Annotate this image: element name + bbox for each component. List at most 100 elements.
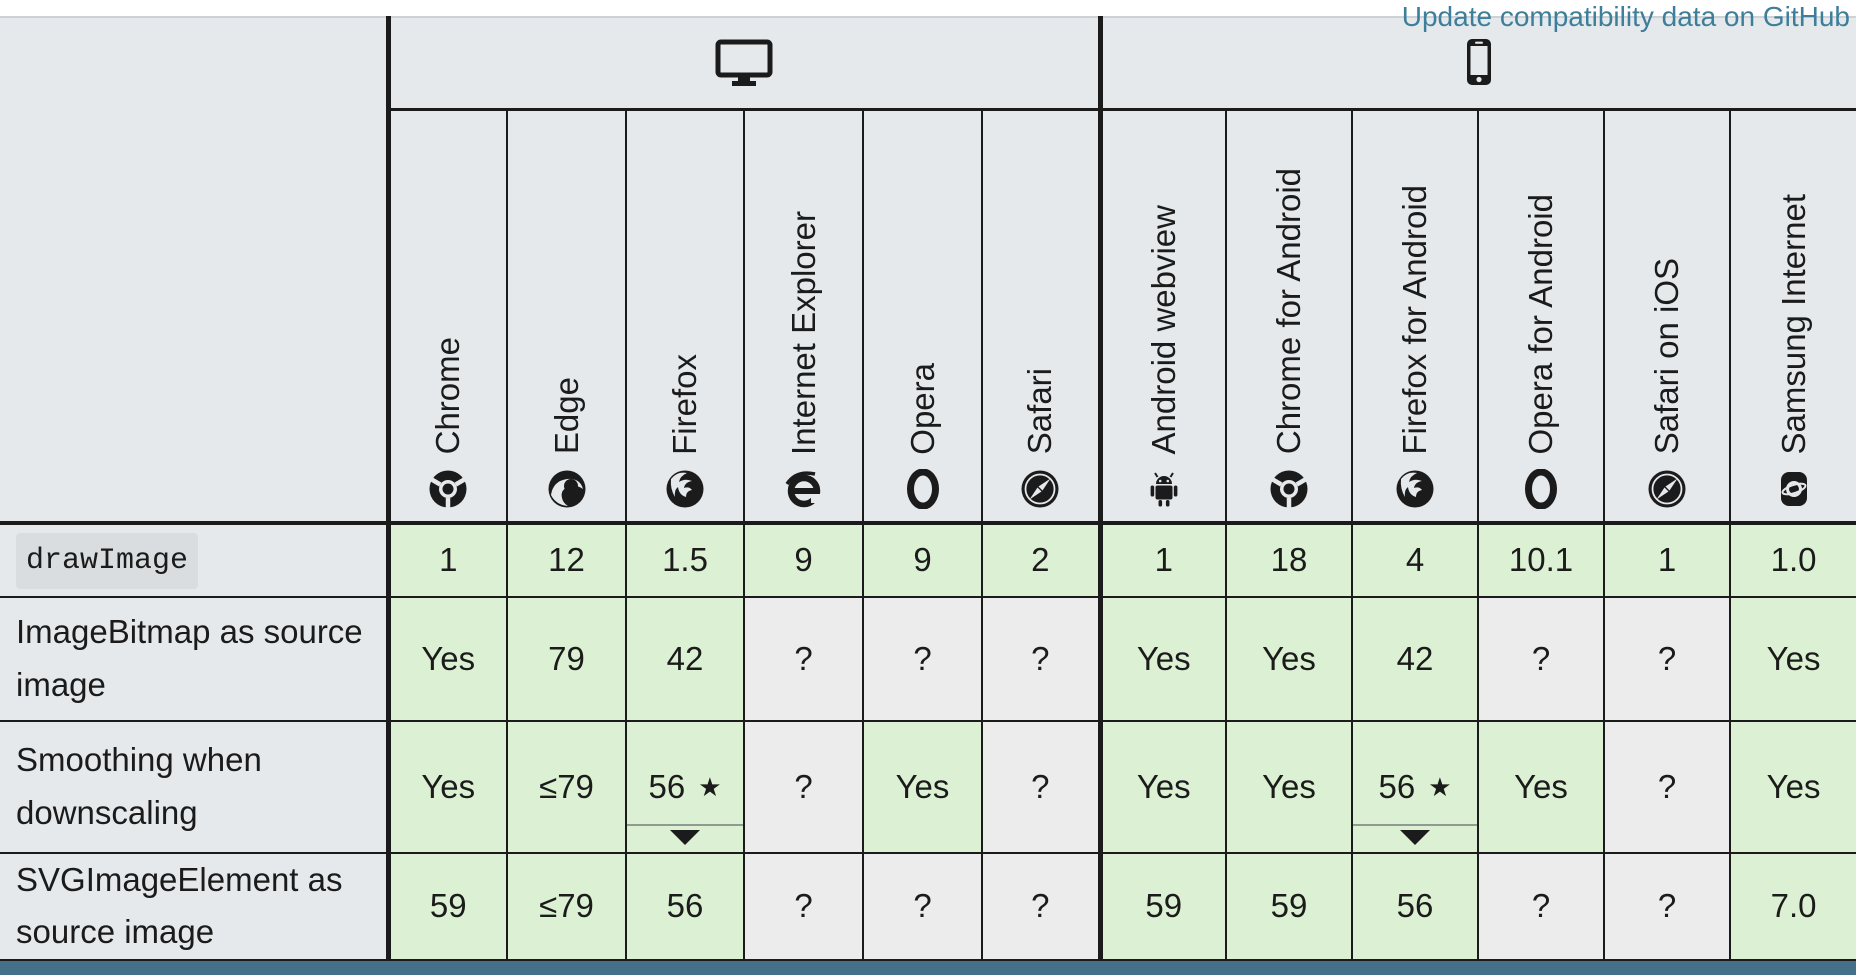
- cell-value: 56: [1378, 767, 1416, 805]
- compat-cell: 1: [1603, 522, 1730, 598]
- ie-icon: [785, 470, 822, 507]
- bottom-accent-bar: [0, 961, 1856, 976]
- compat-cell: ?: [981, 852, 1100, 962]
- compat-cell: Yes: [1097, 720, 1226, 854]
- browser-column-opera: Opera: [862, 109, 982, 525]
- note-toggle-icon: [1400, 829, 1430, 845]
- compat-cell: Yes: [1477, 720, 1604, 854]
- compat-cell: 18: [1225, 522, 1352, 598]
- compat-cell: Yes: [1728, 596, 1856, 722]
- browser-column-safari: Safari: [981, 109, 1100, 525]
- browser-column-firefox-android: Firefox for Android: [1351, 109, 1478, 525]
- compat-cell: 56: [1351, 852, 1478, 962]
- browser-label: Chrome for Android: [1270, 168, 1307, 455]
- feature-row-header: ImageBitmap as source image: [0, 596, 391, 722]
- browser-column-opera-android: Opera for Android: [1477, 109, 1604, 525]
- desktop-group-header: [388, 17, 1100, 111]
- compat-cell: ?: [1477, 596, 1604, 722]
- compat-cell: 7.0: [1728, 852, 1856, 962]
- android-webview-icon: [1150, 471, 1178, 506]
- compat-cell: 12: [506, 522, 626, 598]
- browser-label: Safari on iOS: [1648, 258, 1685, 455]
- compat-cell: ?: [862, 852, 982, 962]
- browser-label: Firefox for Android: [1396, 184, 1433, 455]
- browser-column-chrome: Chrome: [387, 109, 507, 525]
- firefox-android-icon: [1396, 470, 1434, 507]
- compat-cell: ?: [981, 720, 1100, 854]
- compat-cell: ?: [862, 596, 982, 722]
- safari-icon: [1021, 470, 1059, 507]
- browser-column-chrome-android: Chrome for Android: [1225, 109, 1352, 525]
- chrome-android-icon: [1269, 470, 1309, 507]
- compat-cell-with-note[interactable]: 56 ★: [625, 720, 744, 854]
- browser-label: Internet Explorer: [784, 210, 822, 455]
- note-divider: [1353, 823, 1477, 826]
- browser-column-samsung-internet: Samsung Internet: [1728, 109, 1856, 525]
- browser-column-safari-ios: Safari on iOS: [1603, 109, 1730, 525]
- table-row: ImageBitmap as source image Yes 79 42 ? …: [0, 596, 1856, 722]
- compat-cell: ?: [743, 720, 863, 854]
- compat-cell: Yes: [1097, 596, 1226, 722]
- compat-cell: 1: [1097, 522, 1226, 598]
- compat-cell: Yes: [387, 720, 507, 854]
- chrome-icon: [429, 470, 468, 507]
- cell-value: 56: [648, 767, 686, 805]
- edge-icon: [548, 470, 585, 507]
- corner-cell: [0, 17, 391, 525]
- compat-cell: ?: [1477, 852, 1604, 962]
- table-row: drawImage 1 12 1.5 9 9 2 1 18 4 10.1 1 1…: [0, 522, 1856, 598]
- opera-android-icon: [1525, 468, 1557, 509]
- compat-cell: 59: [1097, 852, 1226, 962]
- compat-cell: ≤79: [506, 720, 626, 854]
- compat-cell: 59: [1225, 852, 1352, 962]
- feature-row-header: SVGImageElement as source image: [0, 852, 391, 962]
- compat-cell: 42: [625, 596, 744, 722]
- compat-cell: Yes: [1225, 720, 1352, 854]
- compat-cell: 9: [743, 522, 863, 598]
- compat-cell: 2: [981, 522, 1100, 598]
- compat-cell: ≤79: [506, 852, 626, 962]
- compat-cell-with-note[interactable]: 56 ★: [1351, 720, 1478, 854]
- note-star-icon: ★: [1428, 771, 1452, 802]
- compat-cell: 56: [625, 852, 744, 962]
- browser-label: Safari: [1021, 368, 1059, 455]
- compat-cell: 9: [862, 522, 982, 598]
- browser-label: Samsung Internet: [1774, 194, 1812, 455]
- compat-cell: Yes: [1225, 596, 1352, 722]
- feature-row-header: drawImage: [0, 522, 391, 598]
- compat-cell: ?: [1603, 852, 1730, 962]
- table-row: Smoothing when downscaling Yes ≤79 56 ★ ?…: [0, 720, 1856, 854]
- compat-cell: 1.5: [625, 522, 744, 598]
- update-compat-link[interactable]: Update compatibility data on GitHub: [1401, 1, 1850, 32]
- compat-cell: 1: [387, 522, 507, 598]
- samsung-internet-icon: [1780, 471, 1807, 506]
- table-row: SVGImageElement as source image 59 ≤79 5…: [0, 852, 1856, 962]
- compat-cell: Yes: [1728, 720, 1856, 854]
- browser-label: Edge: [547, 377, 585, 455]
- compat-cell: ?: [743, 852, 863, 962]
- compat-cell: ?: [1603, 596, 1730, 722]
- browser-column-ie: Internet Explorer: [743, 109, 863, 525]
- compat-cell: 10.1: [1477, 522, 1604, 598]
- feature-row-header: Smoothing when downscaling: [0, 720, 391, 854]
- compat-table: Chrome Edge: [0, 16, 1856, 962]
- firefox-icon: [666, 470, 704, 507]
- compat-cell: 79: [506, 596, 626, 722]
- note-toggle-icon: [670, 829, 700, 845]
- compat-cell: Yes: [862, 720, 982, 854]
- feature-code-chip: drawImage: [16, 533, 199, 589]
- browser-column-firefox: Firefox: [625, 109, 744, 525]
- browser-label: Opera: [903, 362, 941, 455]
- compat-cell: 42: [1351, 596, 1478, 722]
- compat-cell: 1.0: [1728, 522, 1856, 598]
- browser-column-edge: Edge: [506, 109, 626, 525]
- mobile-group-header: [1097, 17, 1856, 111]
- note-divider: [627, 823, 743, 826]
- compat-cell: 4: [1351, 522, 1478, 598]
- compat-cell: Yes: [387, 596, 507, 722]
- compat-cell: ?: [1603, 720, 1730, 854]
- opera-icon: [906, 468, 939, 509]
- compat-cell: 59: [387, 852, 507, 962]
- note-star-icon: ★: [698, 771, 722, 802]
- safari-ios-icon: [1648, 470, 1686, 507]
